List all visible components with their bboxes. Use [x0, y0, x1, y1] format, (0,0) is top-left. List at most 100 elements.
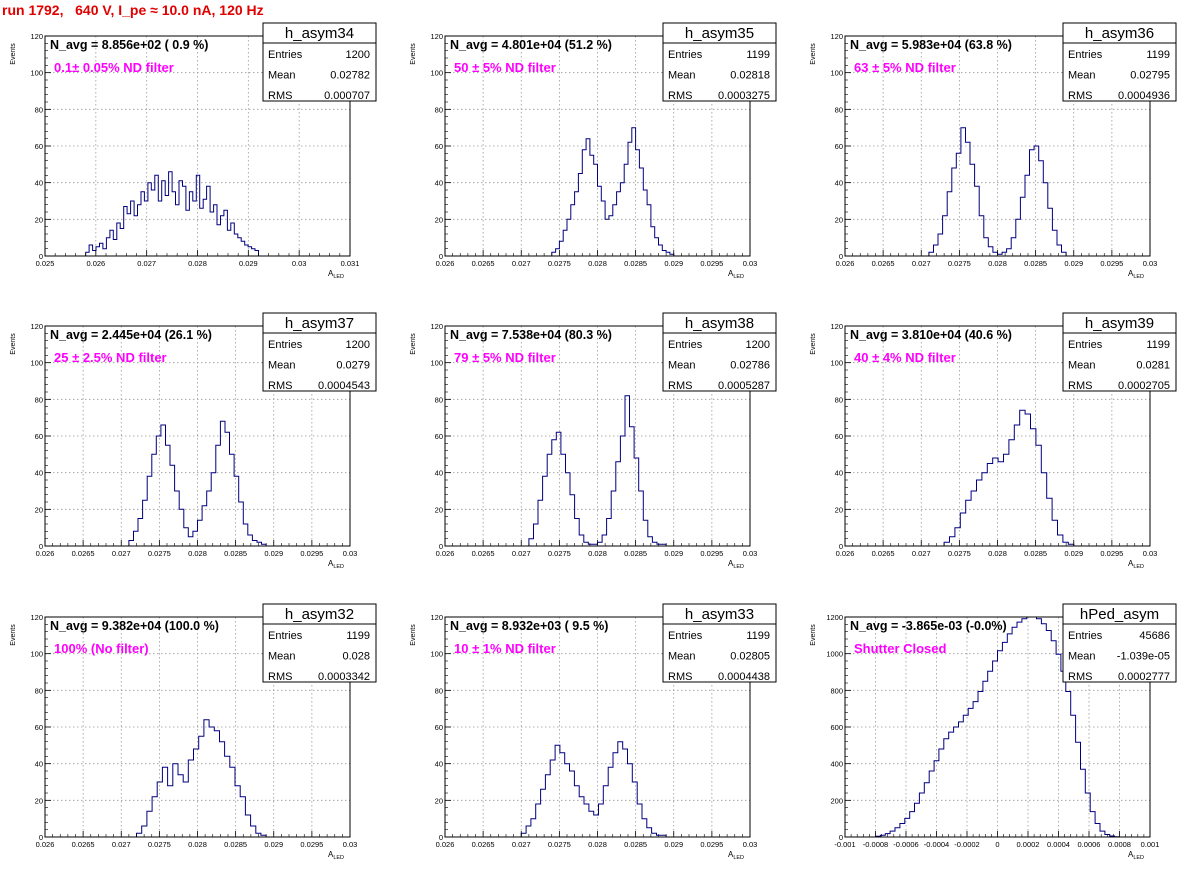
stats-label: Mean — [1068, 651, 1096, 663]
y-tick-label: 60 — [435, 142, 443, 151]
y-tick-label: 100 — [30, 359, 43, 368]
y-tick-label: 0 — [439, 833, 443, 842]
stats-label: RMS — [668, 90, 692, 102]
stats-title: h_asym37 — [285, 315, 354, 332]
y-tick-label: 100 — [30, 650, 43, 659]
x-tick-label: 0.028 — [188, 549, 207, 558]
y-tick-label: 0 — [839, 833, 843, 842]
stats-label: Mean — [1068, 70, 1096, 82]
y-tick-label: 0 — [39, 833, 43, 842]
x-axis-label: ALED — [728, 850, 744, 861]
stats-label: RMS — [268, 380, 292, 392]
navg-label: N_avg = 7.538e+04 (80.3 %) — [450, 328, 612, 342]
y-tick-label: 80 — [835, 395, 843, 404]
x-tick-label: 0.029 — [1064, 549, 1083, 558]
x-tick-label: 0.027 — [512, 259, 531, 268]
stats-label: RMS — [268, 671, 292, 683]
navg-label: N_avg = 3.810e+04 (40.6 %) — [850, 328, 1012, 342]
x-tick-label: 0.029 — [264, 840, 283, 849]
y-tick-label: 60 — [35, 432, 43, 441]
stats-value: 0.02795 — [1130, 70, 1170, 82]
y-tick-label: 80 — [435, 686, 443, 695]
x-axis-label: ALED — [328, 269, 344, 280]
histogram-panel-h_asym34: 0.025 0.026 0.027 0.028 0.029 0.03 0.031 0 20 40 6… — [10, 22, 377, 280]
navg-label: N_avg = 8.856e+02 ( 0.9 %) — [50, 38, 208, 52]
stats-box — [662, 603, 777, 683]
x-tick-label: 0.026 — [836, 549, 855, 558]
y-axis-label: Events — [810, 43, 817, 65]
y-axis-label: Events — [810, 624, 817, 646]
histogram-line — [875, 616, 1120, 838]
y-tick-label: 100 — [830, 359, 843, 368]
y-tick-label: 800 — [830, 686, 843, 695]
stats-title: hPed_asym — [1080, 606, 1159, 623]
stats-title: h_asym39 — [1085, 315, 1154, 332]
x-tick-label: 0.028 — [588, 549, 607, 558]
x-tick-label: 0.0285 — [624, 259, 647, 268]
x-tick-label: 0 — [995, 840, 999, 849]
x-tick-label: 0.028 — [988, 259, 1007, 268]
stats-value: 1199 — [346, 630, 370, 642]
stats-label: RMS — [1068, 380, 1092, 392]
y-tick-label: 40 — [435, 469, 443, 478]
stats-label: Entries — [668, 630, 703, 642]
stats-value: 0.0002777 — [1118, 671, 1170, 683]
y-tick-label: 1200 — [826, 613, 843, 622]
x-tick-label: 0.0265 — [72, 840, 95, 849]
histogram-panel-hPed_asym: -0.001 -0.0008 -0.0006 -0.0004 -0.0002 0 0.000… — [810, 603, 1177, 861]
x-tick-label: 0.0004 — [1047, 840, 1070, 849]
y-tick-label: 400 — [830, 760, 843, 769]
y-tick-label: 0 — [839, 542, 843, 551]
stats-label: Entries — [1068, 339, 1103, 351]
stats-value: 1200 — [346, 49, 370, 61]
x-tick-label: 0.0275 — [148, 840, 171, 849]
x-tick-label: 0.0295 — [300, 549, 323, 558]
filter-label: 0.1± 0.05% ND filter — [54, 60, 174, 75]
filter-label: 50 ± 5% ND filter — [454, 60, 556, 75]
y-tick-label: 40 — [835, 179, 843, 188]
x-tick-label: 0.026 — [36, 549, 55, 558]
x-tick-label: 0.03 — [343, 549, 358, 558]
x-tick-label: 0.028 — [988, 549, 1007, 558]
stats-value: 1200 — [746, 339, 770, 351]
x-tick-label: 0.03 — [743, 549, 758, 558]
stats-value: 0.0279 — [336, 360, 370, 372]
y-tick-label: 40 — [435, 179, 443, 188]
x-tick-label: 0.0295 — [1100, 259, 1123, 268]
y-tick-label: 120 — [30, 322, 43, 331]
x-tick-label: 0.0285 — [224, 840, 247, 849]
y-tick-label: 0 — [39, 542, 43, 551]
x-tick-label: 0.029 — [664, 549, 683, 558]
filter-label: Shutter Closed — [854, 641, 947, 656]
filter-label: 10 ± 1% ND filter — [454, 641, 556, 656]
filter-label: 63 ± 5% ND filter — [854, 60, 956, 75]
stats-box — [1062, 603, 1177, 683]
y-tick-label: 100 — [830, 69, 843, 78]
stats-label: Entries — [1068, 49, 1103, 61]
y-tick-label: 60 — [35, 142, 43, 151]
histogram-line — [85, 171, 259, 256]
histogram-panel-h_asym36: 0.026 0.0265 0.027 0.0275 0.028 0.0285 0.029 0.… — [810, 22, 1177, 280]
stats-label: Mean — [668, 651, 696, 663]
filter-label: 40 ± 4% ND filter — [854, 350, 956, 365]
x-tick-label: 0.0295 — [300, 840, 323, 849]
x-tick-label: 0.001 — [1141, 840, 1160, 849]
stats-value: 0.02786 — [730, 360, 770, 372]
stats-value: 1199 — [1146, 339, 1170, 351]
x-tick-label: 0.0275 — [948, 259, 971, 268]
filter-label: 100% (No filter) — [54, 641, 149, 656]
x-tick-label: 0.03 — [292, 259, 307, 268]
stats-value: 0.02805 — [730, 651, 770, 663]
x-tick-label: 0.0265 — [472, 259, 495, 268]
y-tick-label: 100 — [430, 650, 443, 659]
y-tick-label: 100 — [430, 359, 443, 368]
navg-label: N_avg = 5.983e+04 (63.8 %) — [850, 38, 1012, 52]
x-tick-label: 0.027 — [112, 840, 131, 849]
y-tick-label: 120 — [30, 613, 43, 622]
y-tick-label: 100 — [430, 69, 443, 78]
histogram-line — [136, 719, 267, 837]
histogram-panel-h_asym37: 0.026 0.0265 0.027 0.0275 0.028 0.0285 0.029 0.… — [10, 312, 377, 570]
x-tick-label: -0.0004 — [924, 840, 949, 849]
x-tick-label: 0.0295 — [700, 259, 723, 268]
